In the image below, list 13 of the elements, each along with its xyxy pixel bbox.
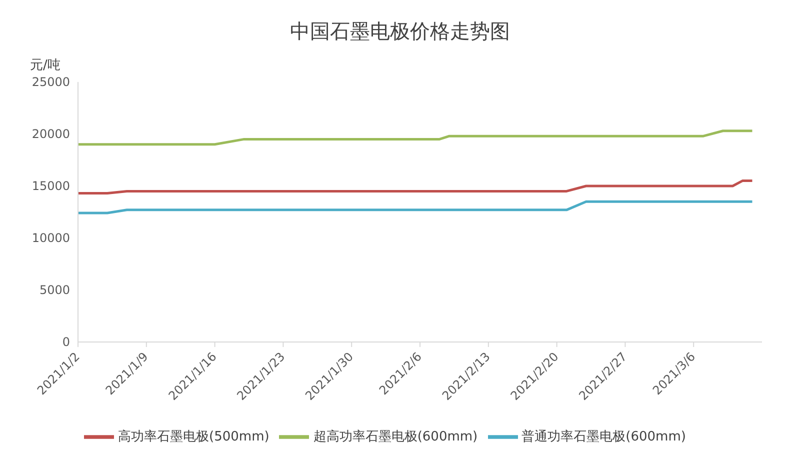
- chart-title: 中国石墨电极价格走势图: [289, 18, 511, 45]
- line-series: [78, 180, 754, 195]
- y-tick-label: 10000: [32, 231, 70, 245]
- y-tick-label: 15000: [32, 179, 70, 193]
- legend-label: 超高功率石墨电极(600mm): [313, 430, 478, 445]
- legend-label: 高功率石墨电极(500mm): [118, 430, 270, 445]
- y-axis-title: 元/吨: [30, 57, 60, 74]
- legend-label: 普通功率石墨电极(600mm): [522, 430, 686, 445]
- y-tick-label: 0: [62, 335, 70, 349]
- y-tick-label: 20000: [32, 127, 70, 141]
- y-tick-label: 5000: [39, 283, 70, 297]
- line-series: [78, 130, 754, 146]
- y-tick-label: 25000: [32, 75, 70, 89]
